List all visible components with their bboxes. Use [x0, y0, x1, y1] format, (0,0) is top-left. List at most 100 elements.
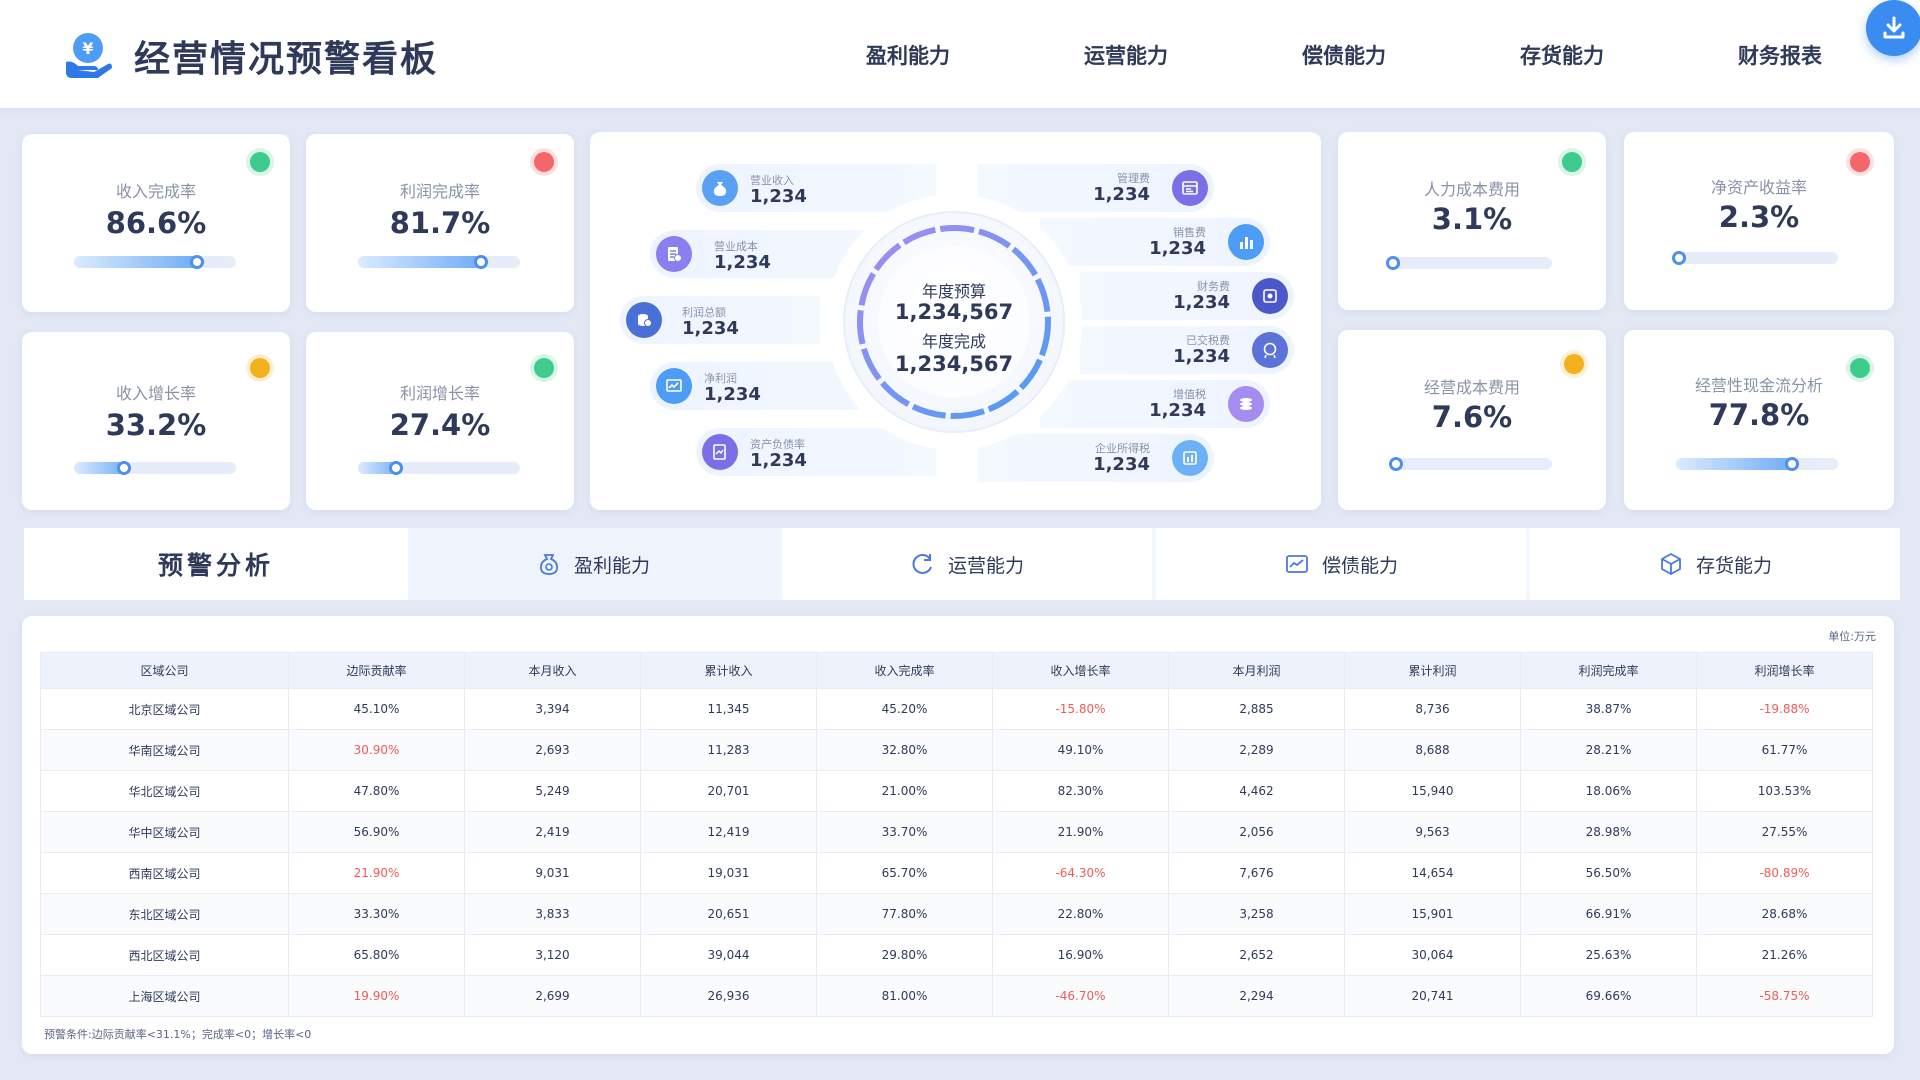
- table-cell: 28.68%: [1696, 893, 1873, 935]
- completed-value: 1,234,567: [894, 352, 1014, 376]
- item-label: 资产负债率: [750, 438, 805, 451]
- table-cell: 7,676: [1168, 852, 1345, 894]
- status-dot: [1850, 358, 1870, 378]
- table-header-row: 区域公司 边际贡献率 本月收入 累计收入 收入完成率 收入增长率 本月利润 累计…: [40, 652, 1873, 689]
- nav-inventory[interactable]: 存货能力: [1520, 44, 1604, 68]
- kpi-card-profit-completion[interactable]: 利润完成率 81.7%: [306, 134, 574, 312]
- table-row[interactable]: 华北区域公司 47.80% 5,249 20,701 21.00% 82.30% 4,462…: [40, 770, 1873, 812]
- item-total-profit[interactable]: 利润总额 1,234: [620, 296, 820, 344]
- item-operating-revenue[interactable]: 营业收入 1,234: [696, 164, 936, 212]
- progress-bar: [74, 255, 236, 269]
- table-cell: 12,419: [640, 811, 817, 853]
- nav-solvency[interactable]: 偿债能力: [1302, 44, 1386, 68]
- tab-profitability[interactable]: 盈利能力: [408, 528, 778, 600]
- kpi-card-operating-cost[interactable]: 经营成本费用 7.6%: [1338, 330, 1606, 510]
- nav-operations[interactable]: 运营能力: [1084, 44, 1168, 68]
- table-row[interactable]: 北京区域公司 45.10% 3,394 11,345 45.20% -15.80% 2,88…: [40, 688, 1873, 730]
- table-cell: 27.55%: [1696, 811, 1873, 853]
- item-income-tax[interactable]: 企业所得税 1,234: [978, 434, 1214, 482]
- column-header[interactable]: 区域公司: [40, 652, 289, 689]
- table-cell: 56.90%: [288, 811, 465, 853]
- nav-profitability[interactable]: 盈利能力: [866, 44, 950, 68]
- kpi-value: 2.3%: [1718, 200, 1800, 234]
- item-value: 1,234: [1173, 292, 1230, 313]
- table-cell: 82.30%: [992, 770, 1169, 812]
- bar-chart-icon: [1228, 224, 1264, 260]
- table-row[interactable]: 上海区域公司 19.90% 2,699 26,936 81.00% -46.70% 2,29…: [40, 975, 1873, 1017]
- table-cell: -64.30%: [992, 852, 1169, 894]
- column-header[interactable]: 利润完成率: [1520, 652, 1697, 689]
- column-header[interactable]: 边际贡献率: [288, 652, 465, 689]
- nav-financial-report[interactable]: 财务报表: [1738, 44, 1822, 68]
- table-row[interactable]: 华中区域公司 56.90% 2,419 12,419 33.70% 21.90% 2,056…: [40, 811, 1873, 853]
- kpi-card-revenue-growth[interactable]: 收入增长率 33.2%: [22, 332, 290, 510]
- kpi-value: 86.6%: [105, 206, 207, 240]
- cost-doc-icon: [656, 236, 692, 272]
- tab-inventory[interactable]: 存货能力: [1530, 528, 1900, 600]
- kpi-card-operating-cashflow[interactable]: 经营性现金流分析 77.8%: [1624, 330, 1894, 510]
- kpi-card-roe[interactable]: 净资产收益率 2.3%: [1624, 132, 1894, 310]
- item-label: 财务费: [1197, 280, 1230, 293]
- analysis-tabs: 预警分析 盈利能力 运营能力 偿债能力 存货能力: [24, 528, 1900, 600]
- kpi-value: 3.1%: [1431, 202, 1513, 236]
- column-header[interactable]: 累计收入: [640, 652, 817, 689]
- table-cell: 20,651: [640, 893, 817, 935]
- table-cell: 69.66%: [1520, 975, 1697, 1017]
- progress-bar: [1676, 457, 1838, 471]
- item-label: 营业成本: [714, 240, 758, 253]
- table-cell: 30.90%: [288, 729, 465, 771]
- table-cell: -19.88%: [1696, 688, 1873, 730]
- table-cell: -58.75%: [1696, 975, 1873, 1017]
- item-paid-tax[interactable]: 已交税费 1,234: [1080, 326, 1294, 374]
- column-header[interactable]: 本月收入: [464, 652, 641, 689]
- kpi-card-revenue-completion[interactable]: 收入完成率 86.6%: [22, 134, 290, 312]
- tab-operations[interactable]: 运营能力: [782, 528, 1152, 600]
- table-cell: 3,258: [1168, 893, 1345, 935]
- progress-fill: [1676, 458, 1800, 470]
- status-dot: [534, 358, 554, 378]
- tab-solvency[interactable]: 偿债能力: [1156, 528, 1526, 600]
- table-cell: 2,294: [1168, 975, 1345, 1017]
- item-admin-expense[interactable]: 管理费 1,234: [978, 164, 1214, 212]
- kpi-card-labor-cost[interactable]: 人力成本费用 3.1%: [1338, 132, 1606, 310]
- kpi-card-profit-growth[interactable]: 利润增长率 27.4%: [306, 332, 574, 510]
- table-row[interactable]: 华南区域公司 30.90% 2,693 11,283 32.80% 49.10% 2,289…: [40, 729, 1873, 771]
- budget-value: 1,234,567: [894, 300, 1014, 324]
- table-cell: 56.50%: [1520, 852, 1697, 894]
- status-dot: [250, 358, 270, 378]
- table-cell: 65.70%: [816, 852, 993, 894]
- table-row[interactable]: 西北区域公司 65.80% 3,120 39,044 29.80% 16.90% 2,652…: [40, 934, 1873, 976]
- item-sales-expense[interactable]: 销售费 1,234: [1040, 218, 1270, 266]
- table-cell: 9,563: [1344, 811, 1521, 853]
- table-cell: 15,901: [1344, 893, 1521, 935]
- table-row[interactable]: 东北区域公司 33.30% 3,833 20,651 77.80% 22.80% 3,258…: [40, 893, 1873, 935]
- table-cell: 8,736: [1344, 688, 1521, 730]
- tab-label: 偿债能力: [1321, 554, 1398, 577]
- table-cell: 33.30%: [288, 893, 465, 935]
- item-label: 净利润: [704, 372, 737, 385]
- column-header[interactable]: 收入增长率: [992, 652, 1169, 689]
- status-dot: [250, 152, 270, 172]
- column-header[interactable]: 利润增长率: [1696, 652, 1873, 689]
- column-header[interactable]: 收入完成率: [816, 652, 993, 689]
- column-header[interactable]: 累计利润: [1344, 652, 1521, 689]
- item-vat[interactable]: 增值税 1,234: [1040, 380, 1270, 428]
- item-label: 销售费: [1173, 226, 1206, 239]
- table-cell: 3,120: [464, 934, 641, 976]
- table-row[interactable]: 西南区域公司 21.90% 9,031 19,031 65.70% -64.30% 7,67…: [40, 852, 1873, 894]
- table-cell: 19,031: [640, 852, 817, 894]
- column-header[interactable]: 本月利润: [1168, 652, 1345, 689]
- table-cell: 19.90%: [288, 975, 465, 1017]
- page-title: 经营情况预警看板: [134, 39, 439, 80]
- kpi-label: 利润增长率: [399, 384, 480, 403]
- item-finance-expense[interactable]: 财务费 1,234: [1080, 272, 1294, 320]
- item-value: 1,234: [750, 450, 807, 471]
- table-cell: 16.90%: [992, 934, 1169, 976]
- header: ¥ 经营情况预警看板 盈利能力 运营能力 偿债能力 存货能力 财务报表: [0, 0, 1920, 108]
- download-button[interactable]: [1866, 0, 1920, 56]
- table-cell: 2,056: [1168, 811, 1345, 853]
- progress-bar: [1388, 457, 1552, 471]
- table-cell: 2,652: [1168, 934, 1345, 976]
- table-cell: 30,064: [1344, 934, 1521, 976]
- kpi-label: 人力成本费用: [1423, 180, 1520, 199]
